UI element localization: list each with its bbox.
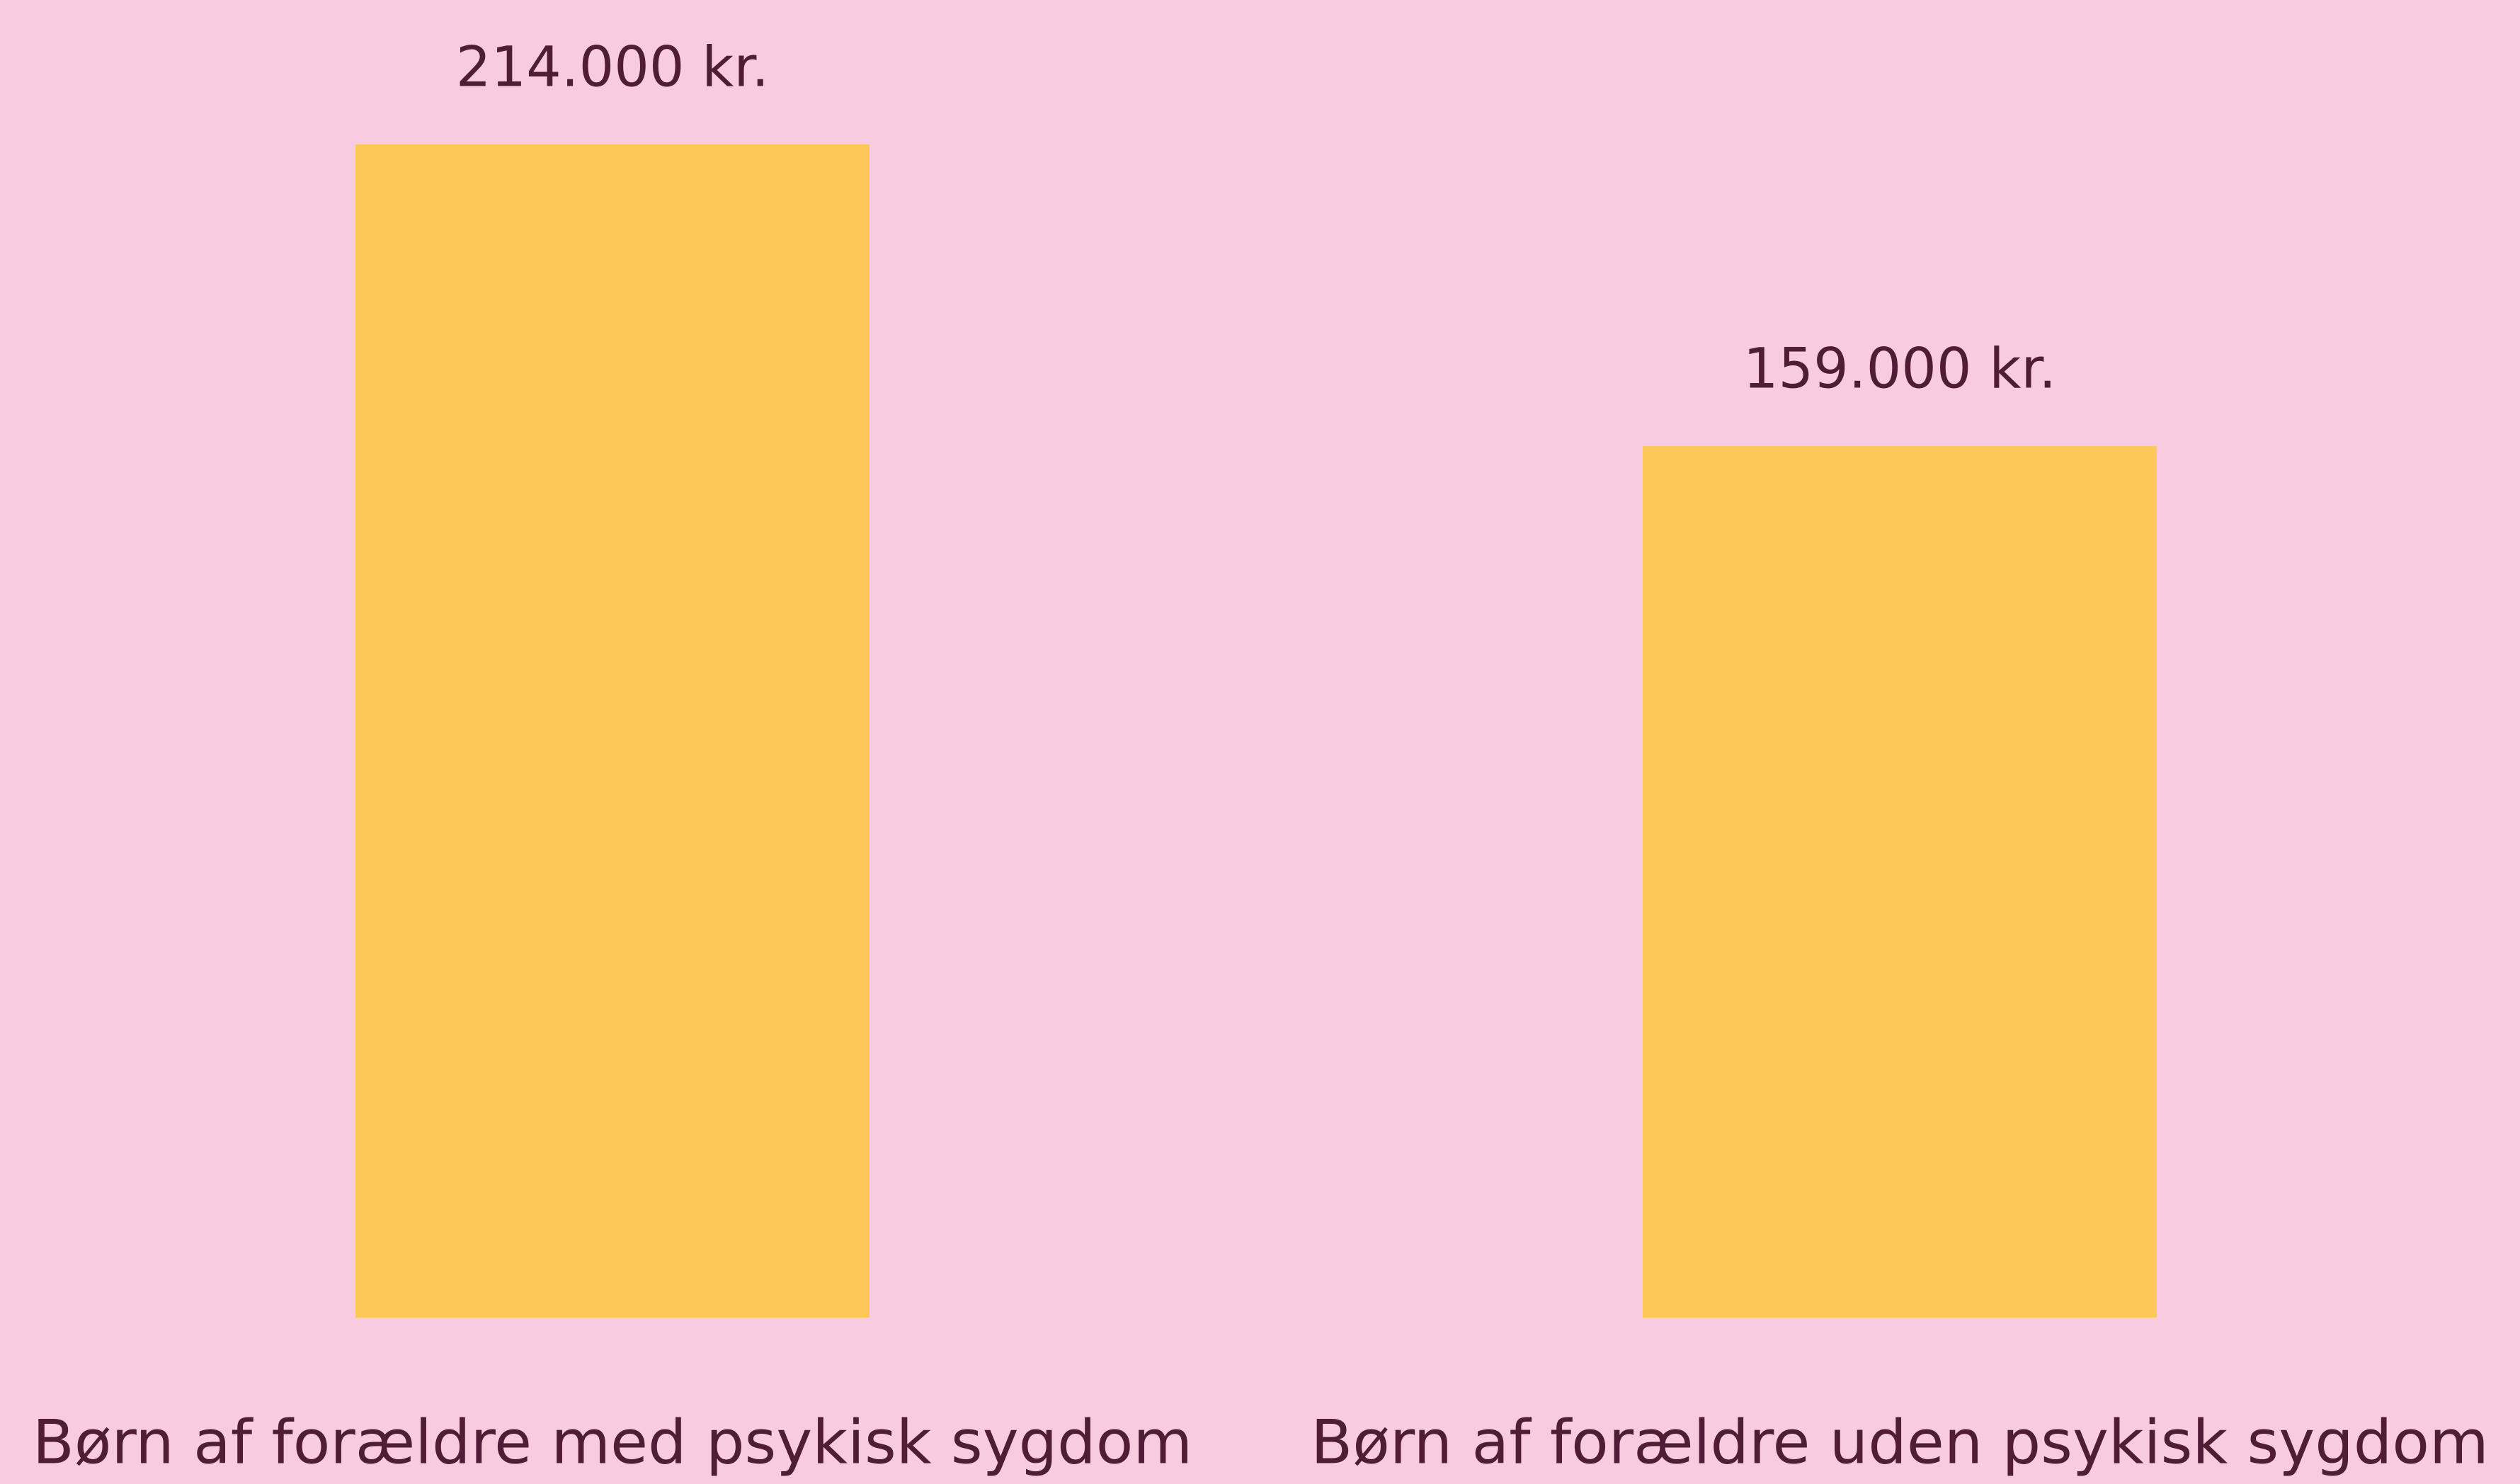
bar (355, 144, 870, 1318)
value-label: 214.000 kr. (456, 35, 769, 99)
category-label: Børn af forældre med psykisk sygdom (33, 1407, 1192, 1478)
category-label: Børn af forældre uden psykisk sygdom (1311, 1407, 2489, 1478)
value-label: 159.000 kr. (1743, 337, 2056, 401)
bar (1643, 445, 2157, 1318)
